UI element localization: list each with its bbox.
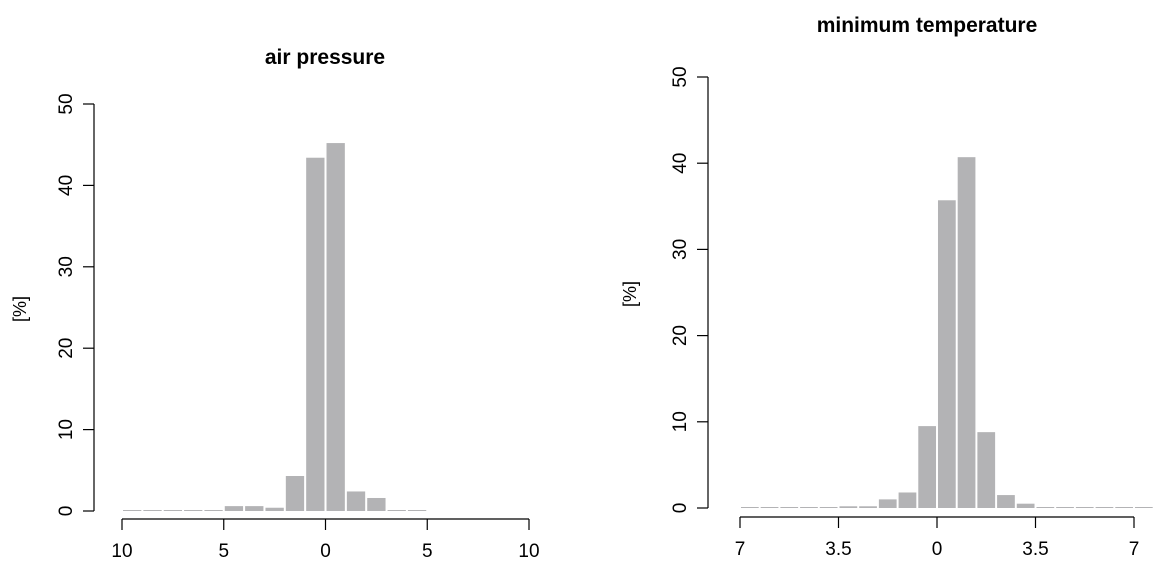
bar bbox=[800, 507, 818, 508]
bar bbox=[898, 492, 917, 508]
bar bbox=[285, 476, 305, 511]
bars bbox=[740, 157, 1153, 509]
bar bbox=[367, 497, 386, 511]
y-tick-label: 10 bbox=[56, 419, 77, 440]
bar bbox=[1075, 507, 1094, 508]
bar bbox=[1056, 507, 1074, 508]
bar bbox=[326, 143, 345, 511]
bar bbox=[204, 510, 223, 511]
bar bbox=[957, 157, 976, 509]
bar bbox=[1115, 507, 1134, 508]
bars bbox=[123, 143, 427, 511]
bar bbox=[977, 432, 996, 508]
bar bbox=[997, 495, 1015, 508]
y-tick-label: 30 bbox=[56, 256, 77, 277]
bar bbox=[346, 491, 366, 511]
x-tick-label: 5 bbox=[218, 541, 229, 562]
y-tick-label: 40 bbox=[670, 153, 691, 174]
x-tick-label: 7 bbox=[1129, 539, 1140, 560]
panel-minimum-temperature: minimum temperature [%] 7 3.5 0 3.5 7 0 10 20 30… bbox=[620, 14, 1153, 560]
bar bbox=[163, 510, 183, 511]
bar bbox=[918, 426, 937, 508]
bar bbox=[937, 200, 956, 508]
y-tick-label: 10 bbox=[670, 411, 691, 432]
y-tick-label: 40 bbox=[56, 175, 77, 196]
bar bbox=[819, 507, 838, 508]
chart-title: minimum temperature bbox=[817, 14, 1038, 37]
y-tick-label: 20 bbox=[56, 338, 77, 359]
bar bbox=[407, 510, 427, 511]
bar bbox=[1036, 507, 1055, 508]
bar bbox=[387, 510, 406, 511]
x-tick-label: 0 bbox=[932, 539, 943, 560]
chart-title: air pressure bbox=[265, 46, 385, 69]
bar bbox=[1095, 507, 1114, 508]
bar bbox=[878, 499, 897, 508]
bar bbox=[859, 506, 877, 508]
y-tick-label: 0 bbox=[670, 503, 691, 514]
bar bbox=[740, 507, 759, 508]
x-tick-label: 10 bbox=[111, 541, 132, 562]
bar bbox=[839, 506, 858, 508]
y-axis-label: [%] bbox=[620, 281, 640, 307]
bar bbox=[306, 157, 325, 511]
bar bbox=[1134, 507, 1153, 508]
bar bbox=[123, 510, 142, 511]
bar bbox=[184, 510, 203, 511]
axes: 7 3.5 0 3.5 7 0 10 20 30 40 50 bbox=[670, 66, 1139, 560]
bar bbox=[760, 507, 779, 508]
x-tick-label: 7 bbox=[735, 539, 746, 560]
x-tick-label: 5 bbox=[422, 541, 433, 562]
bar bbox=[780, 507, 799, 508]
bar bbox=[143, 510, 162, 511]
bar bbox=[265, 507, 284, 511]
x-tick-label: 10 bbox=[518, 541, 539, 562]
y-tick-label: 30 bbox=[670, 239, 691, 260]
x-tick-label: 0 bbox=[320, 541, 331, 562]
x-tick-label: 3.5 bbox=[825, 539, 851, 560]
y-tick-label: 0 bbox=[56, 506, 77, 517]
y-tick-label: 50 bbox=[670, 66, 691, 87]
y-tick-label: 50 bbox=[56, 93, 77, 114]
y-axis-label: [%] bbox=[10, 296, 30, 322]
bar bbox=[1016, 503, 1035, 508]
x-tick-label: 3.5 bbox=[1022, 539, 1048, 560]
bar bbox=[224, 506, 244, 511]
y-tick-label: 20 bbox=[670, 325, 691, 346]
bar bbox=[245, 506, 264, 511]
